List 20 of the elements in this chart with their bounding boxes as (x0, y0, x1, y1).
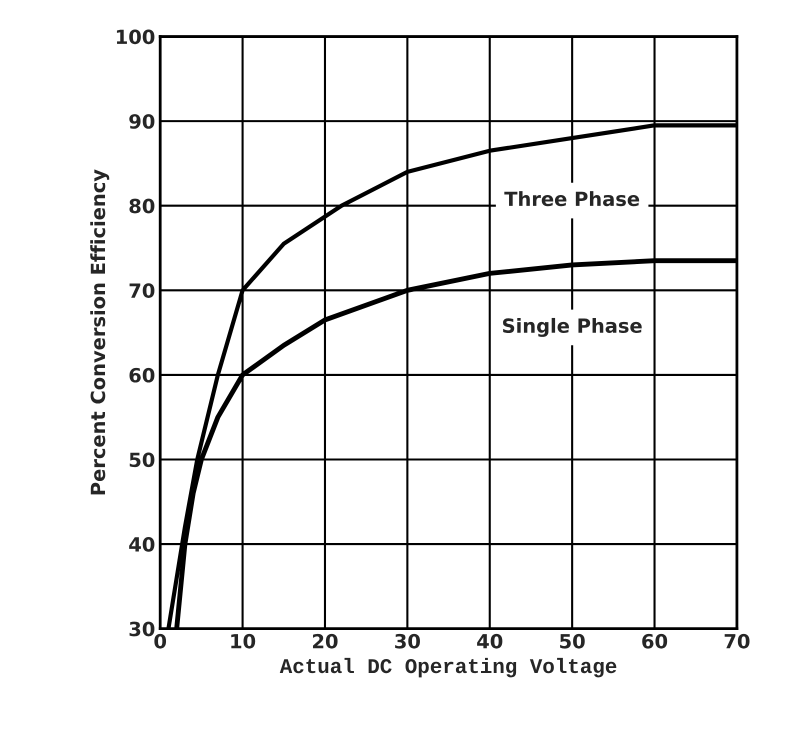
y-tick-label: 60 (129, 368, 154, 383)
y-tick-label: 30 (130, 622, 154, 636)
y-tick-label: 90 (129, 114, 154, 129)
x-tick-label: 30 (395, 634, 420, 649)
text: Three Phase (504, 191, 640, 206)
x-tick-label: 10 (231, 634, 256, 649)
x-tick-label: 50 (560, 634, 585, 649)
x-tick-label: 60 (642, 634, 668, 649)
y-axis-title: Percent Conversion Efficiency (90, 169, 110, 494)
y-tick-label: 50 (130, 452, 154, 468)
x-tick-label: 40 (477, 634, 502, 649)
y-tick-label: 40 (129, 537, 154, 552)
y-tick-label: 80 (129, 198, 154, 214)
x-tick-label: 20 (312, 634, 338, 649)
x-tick-label: 70 (724, 634, 750, 649)
text: Single Phase (503, 318, 642, 337)
x-axis-title: Actual DC Operating Voltage (280, 658, 616, 678)
x-tick-label: 0 (154, 634, 166, 649)
y-tick-label: 70 (130, 283, 154, 298)
y-tick-label: 100 (116, 30, 154, 44)
